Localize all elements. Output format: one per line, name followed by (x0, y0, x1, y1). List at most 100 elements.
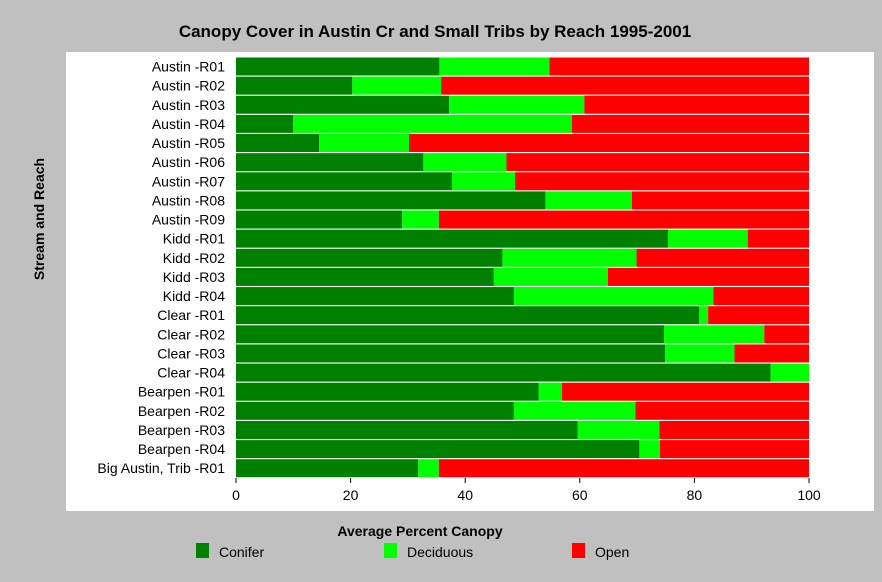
bar-deciduous-2 (352, 76, 442, 95)
bar-deciduous-3 (449, 95, 585, 114)
bar-open-21 (660, 440, 809, 459)
bar-conifer-7 (236, 172, 453, 191)
legend-swatch-open (572, 543, 585, 558)
bar-deciduous-5 (319, 134, 410, 153)
bar-conifer-15 (236, 325, 665, 344)
bar-conifer-14 (236, 306, 699, 325)
bar-conifer-3 (236, 95, 450, 114)
bar-deciduous-18 (538, 382, 563, 401)
y-tick-label: Clear -R03 (157, 345, 225, 361)
bar-open-6 (506, 153, 809, 172)
y-tick-label: Austin -R06 (152, 154, 225, 170)
bar-deciduous-19 (513, 401, 636, 420)
y-tick-label: Austin -R07 (152, 173, 225, 189)
bar-deciduous-15 (664, 325, 765, 344)
bar-conifer-13 (236, 287, 514, 306)
y-tick-label: Kidd -R04 (163, 288, 225, 304)
x-tick-label: 40 (457, 487, 473, 503)
bar-deciduous-13 (513, 287, 714, 306)
legend-label-open: Open (595, 544, 629, 560)
x-tick-label: 80 (687, 487, 703, 503)
y-tick-label: Clear -R04 (157, 365, 225, 381)
bar-conifer-5 (236, 134, 320, 153)
bar-conifer-17 (236, 363, 771, 382)
bar-conifer-22 (236, 459, 419, 478)
bar-conifer-12 (236, 267, 494, 286)
y-axis-title: Stream and Reach (31, 158, 47, 280)
bar-open-7 (515, 172, 809, 191)
x-axis-title: Average Percent Canopy (337, 523, 502, 539)
bar-conifer-10 (236, 229, 669, 248)
legend: Conifer Deciduous Open (196, 543, 629, 560)
bar-conifer-18 (236, 382, 539, 401)
x-tick-label: 60 (572, 487, 588, 503)
bar-open-14 (708, 306, 809, 325)
legend-label-conifer: Conifer (219, 544, 264, 560)
y-tick-label: Big Austin, Trib -R01 (97, 460, 225, 476)
y-tick-label: Bearpen -R02 (138, 403, 225, 419)
bar-open-1 (549, 57, 809, 76)
y-tick-label: Kidd -R02 (163, 250, 225, 266)
bar-open-5 (409, 134, 809, 153)
bar-deciduous-10 (668, 229, 748, 248)
bar-open-15 (764, 325, 809, 344)
bar-conifer-21 (236, 440, 640, 459)
bar-deciduous-21 (639, 440, 661, 459)
bar-conifer-8 (236, 191, 546, 210)
y-tick-label: Austin -R02 (152, 78, 225, 94)
y-tick-label: Clear -R01 (157, 307, 225, 323)
bar-open-20 (659, 420, 809, 439)
bar-deciduous-11 (502, 248, 637, 267)
bar-conifer-4 (236, 114, 294, 133)
y-tick-label: Austin -R08 (152, 192, 225, 208)
y-tick-label: Austin -R01 (152, 59, 225, 75)
bars-group (236, 57, 809, 478)
bar-conifer-9 (236, 210, 403, 229)
bar-conifer-19 (236, 401, 514, 420)
bar-conifer-6 (236, 153, 424, 172)
bar-open-11 (636, 248, 809, 267)
bar-deciduous-6 (423, 153, 507, 172)
x-tick-label: 0 (232, 487, 240, 503)
bar-deciduous-9 (402, 210, 439, 229)
bar-conifer-1 (236, 57, 440, 76)
y-tick-label: Austin -R03 (152, 97, 225, 113)
bar-open-22 (438, 459, 809, 478)
bar-deciduous-14 (698, 306, 709, 325)
bar-open-9 (438, 210, 809, 229)
bar-open-19 (635, 401, 809, 420)
bar-conifer-16 (236, 344, 666, 363)
y-tick-label: Austin -R04 (152, 116, 225, 132)
x-axis: 0 20 40 60 80 100 (232, 478, 821, 503)
legend-label-deciduous: Deciduous (407, 544, 473, 560)
bar-deciduous-1 (439, 57, 550, 76)
bar-conifer-11 (236, 248, 503, 267)
y-tick-label: Austin -R09 (152, 212, 225, 228)
bar-open-3 (584, 95, 809, 114)
chart-title: Canopy Cover in Austin Cr and Small Trib… (179, 22, 691, 41)
bar-open-2 (441, 76, 809, 95)
bar-deciduous-12 (493, 267, 608, 286)
bar-open-8 (631, 191, 809, 210)
y-tick-label: Bearpen -R04 (138, 441, 225, 457)
y-tick-label: Austin -R05 (152, 135, 225, 151)
legend-swatch-conifer (196, 543, 209, 558)
x-tick-label: 100 (797, 487, 821, 503)
bar-deciduous-4 (293, 114, 572, 133)
y-tick-label: Clear -R02 (157, 326, 225, 342)
bar-open-18 (562, 382, 809, 401)
bar-conifer-2 (236, 76, 353, 95)
bar-deciduous-16 (665, 344, 735, 363)
x-tick-label: 20 (343, 487, 359, 503)
legend-swatch-deciduous (384, 543, 397, 558)
bar-deciduous-8 (545, 191, 632, 210)
y-tick-labels: Austin -R01 Austin -R02 Austin -R03 Austin … (97, 59, 225, 477)
bar-deciduous-7 (452, 172, 516, 191)
bar-open-16 (734, 344, 809, 363)
bar-open-4 (571, 114, 809, 133)
y-tick-label: Kidd -R03 (163, 269, 225, 285)
bar-open-13 (713, 287, 809, 306)
bar-open-10 (747, 229, 809, 248)
bar-open-12 (607, 267, 809, 286)
